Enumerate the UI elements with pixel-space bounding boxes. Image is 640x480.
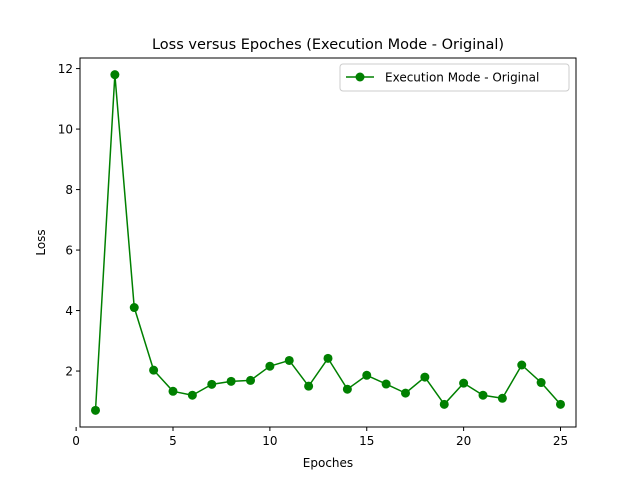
data-point-19 bbox=[439, 399, 449, 409]
y-tick-label-4: 10 bbox=[58, 123, 73, 137]
data-point-15 bbox=[362, 370, 372, 380]
data-point-5 bbox=[168, 386, 178, 396]
x-tick-label-1: 5 bbox=[169, 434, 177, 448]
y-tick-label-1: 4 bbox=[65, 304, 73, 318]
data-point-23 bbox=[517, 360, 527, 370]
data-point-4 bbox=[149, 365, 159, 375]
chart-title: Loss versus Epoches (Execution Mode - Or… bbox=[152, 37, 504, 53]
legend-marker bbox=[355, 72, 365, 82]
y-tick-label-2: 6 bbox=[65, 244, 73, 258]
data-point-22 bbox=[497, 393, 507, 403]
data-point-24 bbox=[536, 378, 546, 388]
data-point-21 bbox=[478, 390, 488, 400]
plot-frame bbox=[79, 57, 577, 428]
y-axis: 2 4 6 8 10 12 bbox=[58, 62, 80, 379]
x-tick-label-0: 0 bbox=[72, 434, 80, 448]
plot-area bbox=[80, 58, 576, 427]
data-point-11 bbox=[284, 355, 294, 365]
series-layer bbox=[91, 70, 565, 415]
data-point-6 bbox=[187, 390, 197, 400]
y-tick-label-5: 12 bbox=[58, 62, 73, 76]
x-tick-label-2: 10 bbox=[262, 434, 277, 448]
x-tick-label-5: 25 bbox=[553, 434, 568, 448]
data-point-25 bbox=[556, 399, 565, 409]
x-axis-label: Epoches bbox=[303, 456, 353, 470]
y-tick-label-0: 2 bbox=[65, 365, 73, 379]
data-point-2 bbox=[110, 70, 120, 80]
x-tick-label-3: 15 bbox=[359, 434, 374, 448]
data-point-8 bbox=[226, 376, 236, 386]
data-point-20 bbox=[459, 378, 469, 388]
legend-label: Execution Mode - Original bbox=[385, 71, 539, 85]
data-point-18 bbox=[420, 372, 430, 382]
data-point-7 bbox=[207, 379, 217, 389]
y-axis-label: Loss bbox=[34, 229, 48, 255]
data-point-10 bbox=[265, 361, 275, 371]
data-point-1 bbox=[91, 405, 100, 415]
data-point-17 bbox=[401, 388, 410, 398]
data-point-14 bbox=[342, 384, 352, 394]
y-tick-label-3: 8 bbox=[65, 183, 73, 197]
data-point-13 bbox=[323, 353, 333, 363]
x-tick-label-4: 20 bbox=[456, 434, 471, 448]
data-point-3 bbox=[129, 303, 139, 313]
data-point-12 bbox=[304, 381, 314, 391]
legend: Execution Mode - Original bbox=[339, 63, 570, 92]
data-point-16 bbox=[381, 379, 391, 389]
data-point-9 bbox=[246, 375, 255, 385]
x-axis: 0 5 10 15 20 25 bbox=[72, 427, 568, 448]
legend-box bbox=[339, 63, 570, 92]
